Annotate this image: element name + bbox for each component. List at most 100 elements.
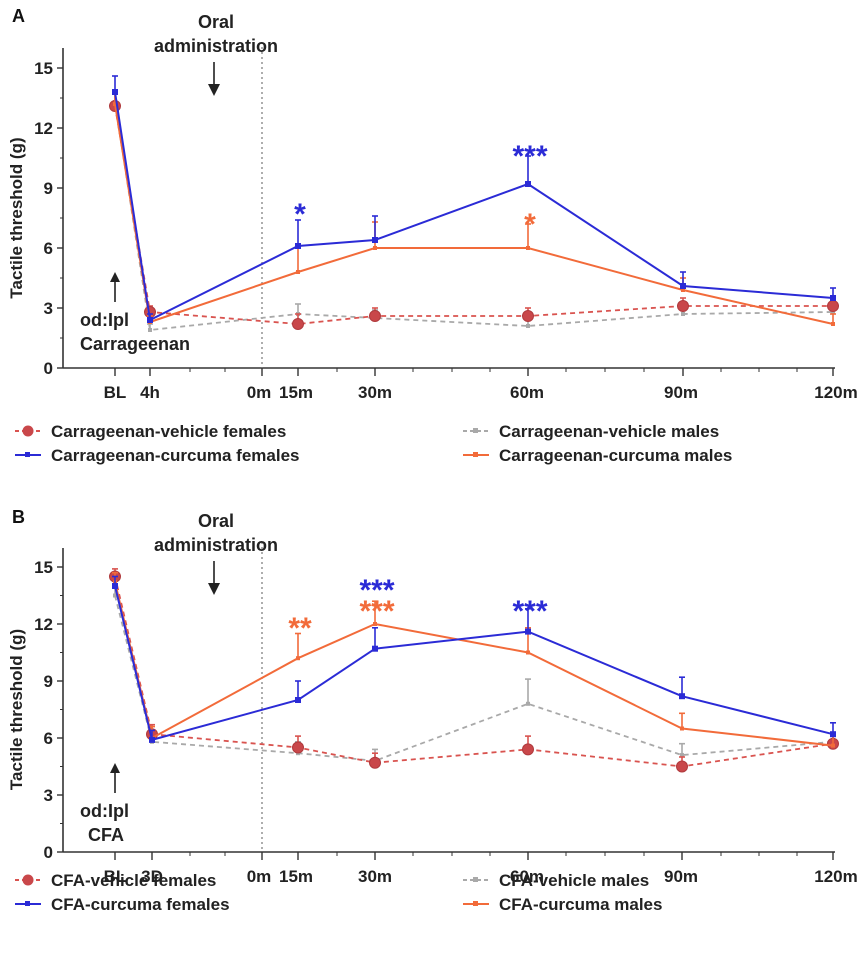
panel-b-legend-2-swatch-marker	[473, 877, 478, 882]
panel-a-x-tick-label: 0m	[247, 383, 272, 402]
panel-b-legend-1-label: CFA-curcuma females	[51, 895, 230, 914]
panel-a-x-tick-label: 120m	[814, 383, 857, 402]
panel-b-x-tick-label: 3D	[141, 867, 163, 886]
panel-a-series-2-line	[114, 101, 834, 331]
panel-b-legend-0-label: CFA-vehicle females	[51, 871, 216, 890]
panel-b-series-1-point	[112, 583, 118, 589]
panel-b-series-0-point	[676, 760, 688, 773]
panel-a-series-1-point	[680, 283, 686, 289]
panel-b-series-1-point	[295, 697, 301, 703]
panel-b-series-1-point	[149, 736, 155, 743]
panel-b-series-2-line	[114, 595, 834, 762]
panel-a-significance-star: *	[524, 208, 536, 241]
panel-a-series-2-point	[681, 312, 685, 316]
panel-b-annotation-agent: CFA	[88, 825, 124, 845]
panel-a-series-1-point	[525, 181, 531, 187]
panel-a-legend-0-label: Carrageenan-vehicle females	[51, 422, 286, 441]
panel-b-x-tick-label: 15m	[279, 867, 313, 886]
panel-a-annotation-agent: Carrageenan	[80, 334, 190, 354]
panel-b-y-tick-label: 6	[44, 729, 53, 748]
panel-a-series-0-point	[369, 310, 381, 322]
panel-a-series-3-point	[296, 270, 300, 274]
panel-b-series-1-line	[114, 585, 834, 742]
panel-a-series-3-point	[681, 288, 685, 292]
panel-a-y-tick-label: 6	[44, 239, 53, 258]
panel-b-x-tick-label: 90m	[664, 867, 698, 886]
panel-b-significance-star: ***	[359, 574, 394, 607]
panel-b-y-tick-label: 15	[34, 558, 53, 577]
panel-a-significance-star: *	[294, 198, 306, 231]
panel-a-x-tick-label: BL	[104, 383, 127, 402]
panel-a-series-0-line	[114, 105, 833, 325]
panel-b-y-axis-label: Tactile threshold (g)	[7, 629, 26, 790]
panel-a-x-tick-label: 60m	[510, 383, 544, 402]
panel-a-series-1-point	[372, 237, 378, 243]
panel-b-legend-2-label: CFA-vehicle males	[499, 871, 649, 890]
panel-a-legend-2-label: Carrageenan-vehicle males	[499, 422, 719, 441]
panel-a-x-tick-label: 4h	[140, 383, 160, 402]
panel-a-series-2-point	[526, 324, 530, 328]
panel-a-letter: A	[12, 6, 25, 26]
panel-a-series-3-point	[526, 246, 530, 250]
panel-b-significance-star: ***	[359, 595, 394, 628]
panel-a-series-3-point	[373, 246, 377, 250]
panel-a-arrow-up-head	[110, 272, 120, 282]
panel-b-x-tick-label: BL	[104, 867, 127, 886]
panel-b-series-0-point	[522, 743, 534, 756]
panel-b-series-1-point	[830, 731, 836, 738]
panel-b-series-0-point	[369, 756, 381, 769]
panel-a-series-1-point	[295, 243, 301, 249]
panel-b-x-tick-label: 0m	[247, 867, 272, 886]
panel-b-y-tick-label: 3	[44, 786, 53, 805]
panel-b-series-0-point	[292, 741, 304, 754]
panel-b-series-1-point	[372, 645, 378, 652]
panel-b-significance-star: **	[288, 612, 312, 645]
panel-a-series-0-point	[522, 310, 534, 322]
panel-a-significance-star: ***	[512, 140, 547, 173]
panel-a-series-0-point	[292, 318, 304, 330]
panel-b-x-tick-label: 120m	[814, 867, 857, 886]
panel-b-legend-0-swatch-marker	[22, 874, 34, 886]
panel-a-series-3-point	[113, 102, 117, 106]
panel-b-series-3-point	[296, 656, 300, 661]
panel-b-annotation-oral: Oral	[198, 511, 234, 531]
panel-b-y-tick-label: 0	[44, 843, 53, 862]
panel-a-series-0-point	[827, 300, 839, 312]
panel-a-series-3-line	[114, 103, 834, 325]
panel-b-legend-3-label: CFA-curcuma males	[499, 895, 662, 914]
panel-b-series-2-point	[113, 593, 117, 598]
panel-b-series-0-line	[114, 576, 834, 768]
panel-b-series-3-point	[680, 726, 684, 731]
panel-a-series-1-point	[830, 295, 836, 301]
panel-b-annotation-injection: od:Ipl	[80, 801, 129, 821]
panel-a-y-tick-label: 9	[44, 179, 53, 198]
panel-a-y-tick-label: 15	[34, 59, 53, 78]
panel-a-y-tick-label: 12	[34, 119, 53, 138]
panel-a-x-tick-label: 15m	[279, 383, 313, 402]
panel-a-y-tick-label: 3	[44, 299, 53, 318]
panel-b-annotation-administration: administration	[154, 535, 278, 555]
panel-b-arrow-down-head	[208, 583, 220, 595]
panel-b-series-3-point	[526, 650, 530, 655]
panel-a-series-1-point	[112, 89, 118, 95]
panel-b-y-tick-label: 12	[34, 615, 53, 634]
panel-a-annotation-oral: Oral	[198, 12, 234, 32]
panel-a-arrow-down-head	[208, 84, 220, 96]
panel-b-series-2-point	[526, 701, 530, 706]
panel-b-significance-star: ***	[512, 595, 547, 628]
panel-b-series-1-point	[679, 693, 685, 700]
panel-a-series-3-point	[831, 322, 835, 326]
panel-a-legend-3-label: Carrageenan-curcuma males	[499, 446, 732, 465]
panel-b-series-3-point	[373, 622, 377, 626]
panel-a-y-tick-label: 0	[44, 359, 53, 378]
panel-b-series-3-point	[831, 743, 835, 748]
panel-b-x-tick-label: 60m	[510, 867, 544, 886]
panel-a-series-1-line	[114, 91, 834, 322]
panel-a-legend-1-swatch-marker	[25, 452, 30, 457]
panel-a-annotation-administration: administration	[154, 36, 278, 56]
panel-b-arrow-up-head	[110, 763, 120, 773]
panel-b-legend-1-swatch-marker	[25, 901, 30, 906]
panel-a-series-0-point	[677, 300, 689, 312]
panel-b-series-2-point	[680, 753, 684, 758]
